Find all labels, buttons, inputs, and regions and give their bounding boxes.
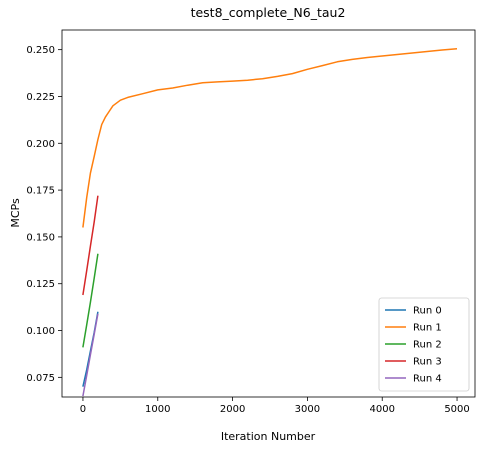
chart-title: test8_complete_N6_tau2: [191, 5, 346, 20]
series-line-run-4: [82, 313, 99, 397]
x-tick-label: 4000: [369, 404, 394, 415]
x-axis: 0 1000 2000 3000 4000 5000: [80, 397, 470, 415]
y-tick-label: 0.175: [26, 186, 55, 197]
legend-label-run-2: Run 2: [413, 340, 442, 351]
legend-label-run-4: Run 4: [413, 374, 442, 385]
legend-label-run-3: Run 3: [413, 357, 442, 368]
x-tick-label: 2000: [220, 404, 245, 415]
x-tick-label: 3000: [295, 404, 320, 415]
x-axis-label: Iteration Number: [221, 430, 316, 443]
y-tick-label: 0.100: [26, 326, 55, 337]
y-tick-label: 0.075: [26, 373, 55, 384]
legend-label-run-0: Run 0: [413, 306, 442, 317]
legend-label-run-1: Run 1: [413, 323, 442, 334]
series-line-run-1: [82, 47, 458, 228]
y-tick-label: 0.200: [26, 139, 55, 150]
plot-frame: [61, 29, 476, 398]
series-line-run-3: [82, 195, 99, 296]
legend: Run 0 Run 1 Run 2 Run 3 Run 4: [378, 297, 470, 392]
legend-box: [378, 297, 470, 392]
x-tick-label: 0: [80, 404, 86, 415]
plot-area: [82, 47, 458, 397]
x-tick-label: 5000: [444, 404, 469, 415]
x-tick-label: 1000: [145, 404, 170, 415]
y-tick-label: 0.150: [26, 232, 55, 243]
series-line-run-2: [82, 253, 99, 348]
y-tick-label: 0.250: [26, 45, 55, 56]
y-tick-label: 0.125: [26, 279, 55, 290]
y-axis-label: MCPs: [9, 198, 22, 228]
y-axis: 0.075 0.100 0.125 0.150 0.175 0.200 0.225 0.250: [26, 45, 62, 384]
y-tick-label: 0.225: [26, 92, 55, 103]
